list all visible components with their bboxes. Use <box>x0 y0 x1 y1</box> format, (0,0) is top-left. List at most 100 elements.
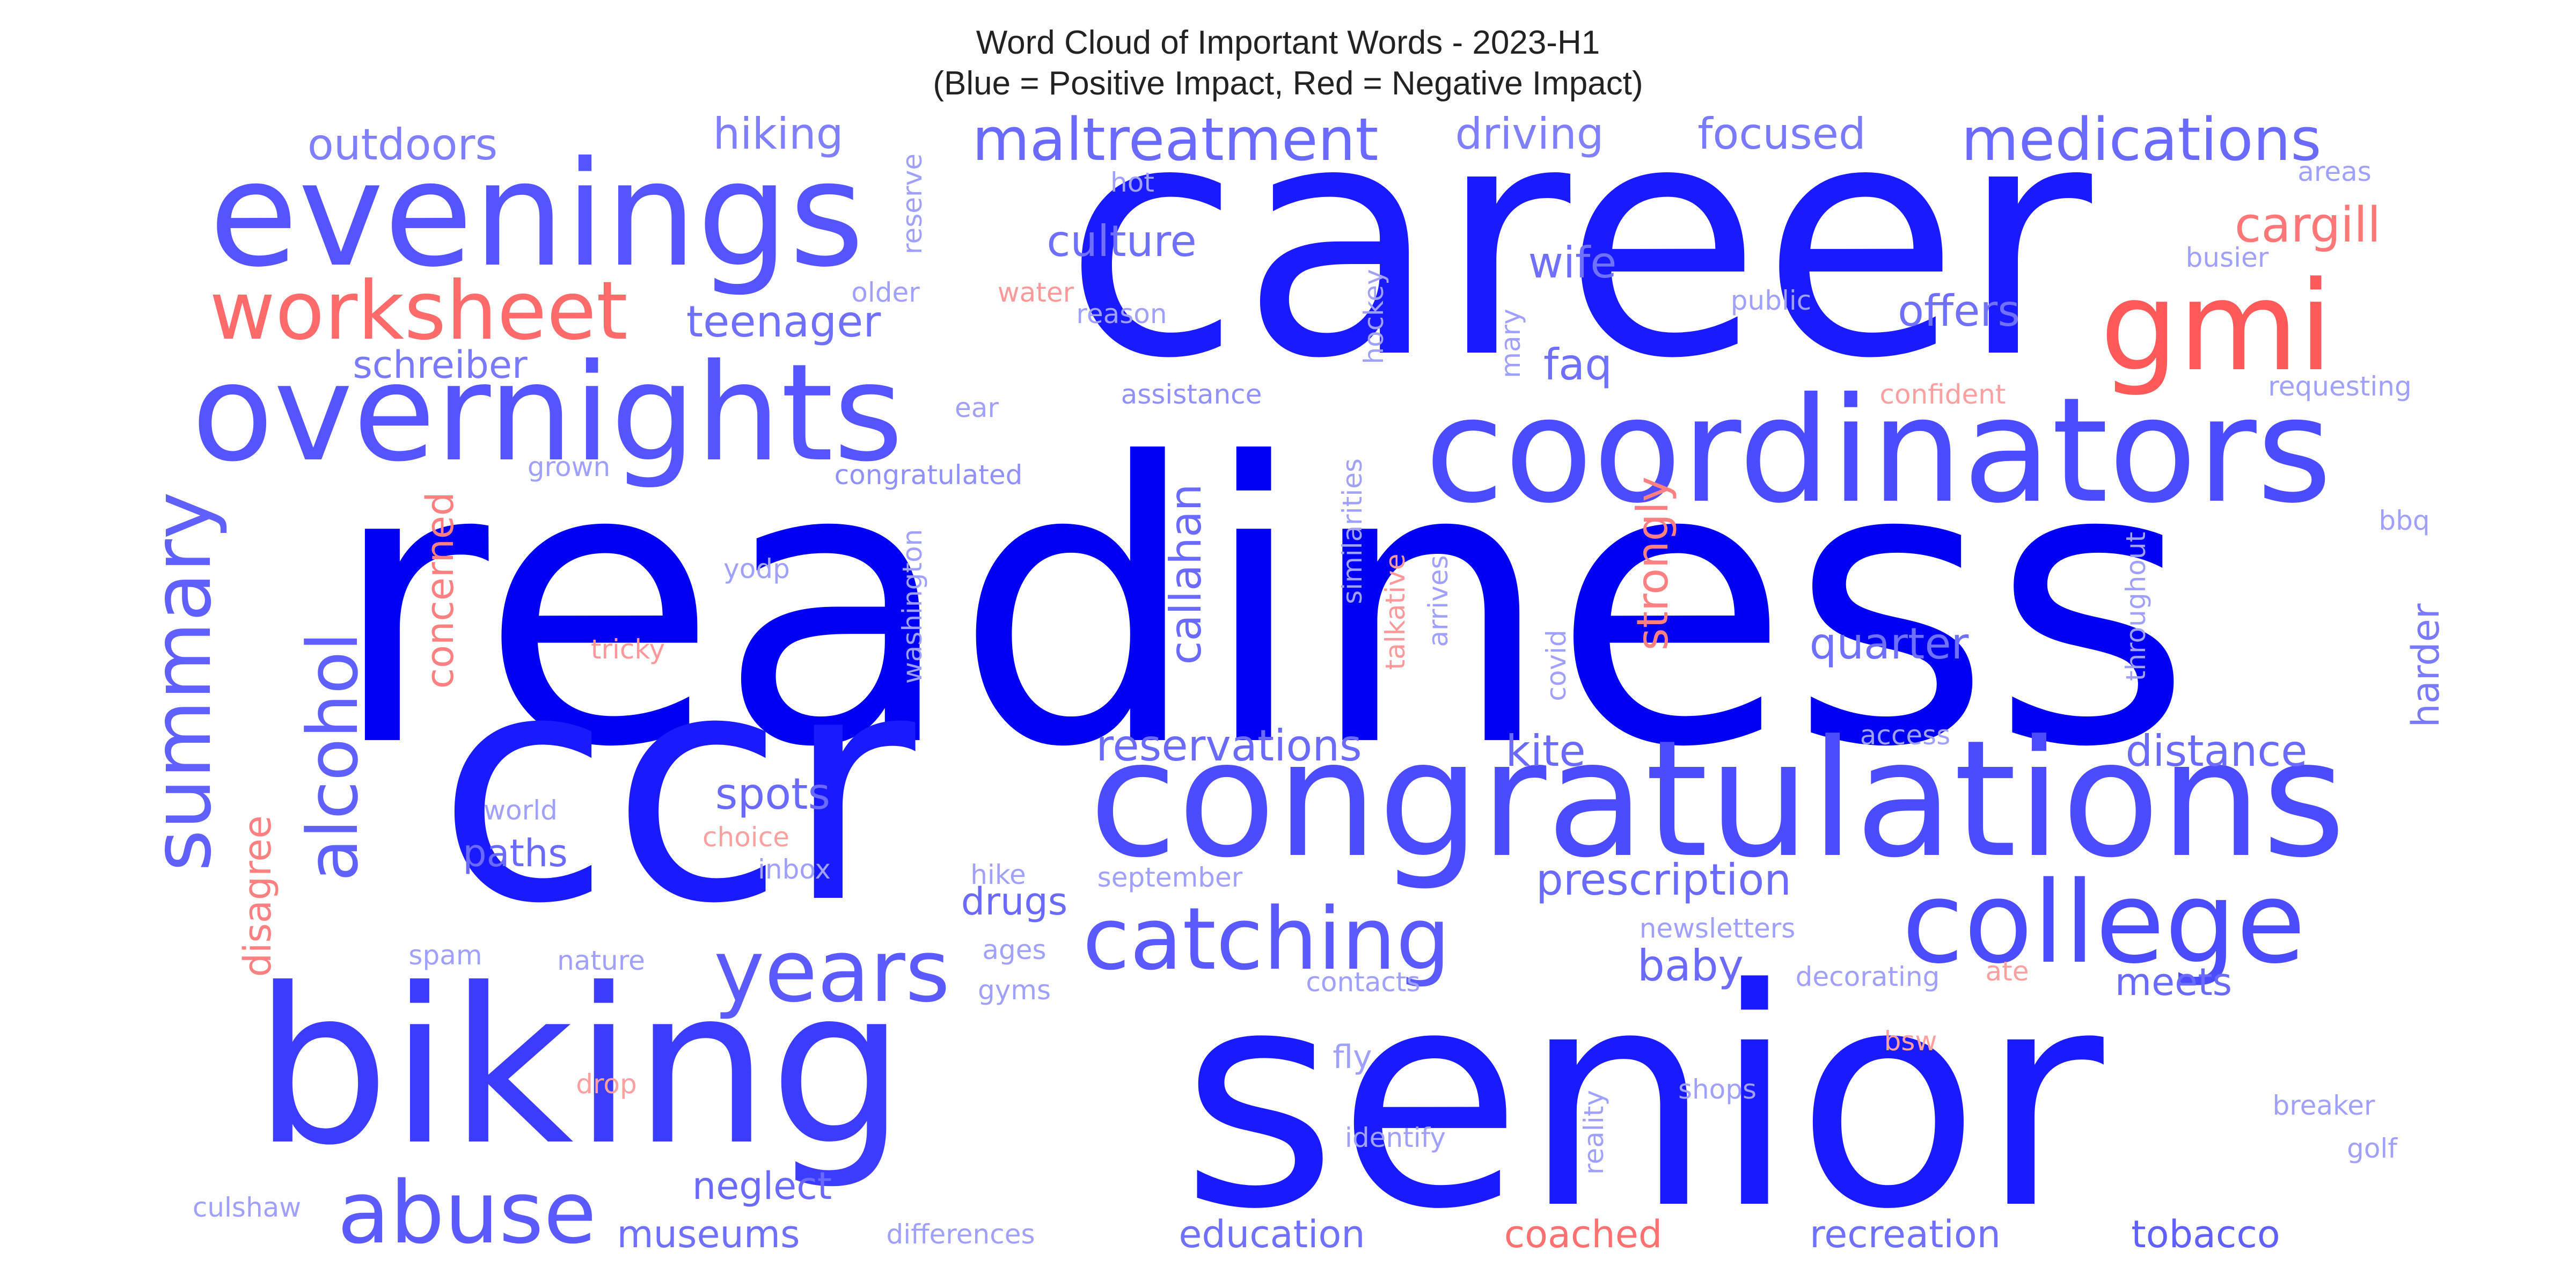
word-drop: drop <box>576 1069 637 1100</box>
word-biking: biking <box>253 943 906 1192</box>
word-distance: distance <box>2125 726 2308 776</box>
word-hot: hot <box>1110 167 1154 198</box>
word-strongly: strongly <box>1628 476 1678 651</box>
word-fly: fly <box>1333 1038 1372 1076</box>
word-summary: summary <box>136 492 229 872</box>
word-throughout: throughout <box>2120 531 2151 682</box>
word-congratulations: congratulations <box>1088 706 2346 893</box>
word-newsletters: newsletters <box>1639 913 1796 944</box>
word-nature: nature <box>557 945 645 976</box>
word-museums: museums <box>617 1212 800 1256</box>
word-breaker: breaker <box>2272 1090 2375 1121</box>
word-prescription: prescription <box>1536 855 1791 905</box>
word-identify: identify <box>1345 1122 1446 1153</box>
word-drugs: drugs <box>961 880 1068 924</box>
word-talkative: talkative <box>1380 553 1411 670</box>
word-recreation: recreation <box>1809 1212 2001 1256</box>
title-line-2: (Blue = Positive Impact, Red = Negative … <box>933 65 1643 102</box>
word-teenager: teenager <box>686 297 881 347</box>
word-september: september <box>1097 862 1243 893</box>
word-confident: confident <box>1879 379 2006 410</box>
word-years: years <box>713 921 950 1021</box>
word-baby: baby <box>1637 941 1744 991</box>
word-tobacco: tobacco <box>2131 1212 2280 1256</box>
word-concerned: concerned <box>418 492 462 689</box>
word-covid: covid <box>1541 630 1572 701</box>
word-paths: paths <box>463 831 568 875</box>
word-ear: ear <box>955 392 999 423</box>
word-readiness: readiness <box>330 382 2193 831</box>
word-gyms: gyms <box>977 975 1051 1006</box>
word-mary: mary <box>1495 309 1526 378</box>
word-abuse: abuse <box>337 1162 597 1263</box>
word-golf: golf <box>2347 1133 2397 1164</box>
word-choice: choice <box>702 822 789 853</box>
word-assistance: assistance <box>1121 379 1262 410</box>
word-decorating: decorating <box>1795 961 1940 992</box>
word-busier: busier <box>2185 242 2269 273</box>
word-reality: reality <box>1578 1090 1609 1175</box>
word-differences: differences <box>886 1219 1035 1250</box>
word-hockey: hockey <box>1358 269 1389 364</box>
word-gmi: gmi <box>2100 255 2333 399</box>
word-public: public <box>1730 285 1812 316</box>
word-inbox: inbox <box>758 854 831 885</box>
word-evenings: evenings <box>209 130 865 299</box>
word-reservations: reservations <box>1096 721 1362 771</box>
word-wife: wife <box>1528 238 1617 288</box>
word-career: career <box>1063 54 2092 429</box>
word-schreiber: schreiber <box>353 343 528 387</box>
word-disagree: disagree <box>236 815 280 977</box>
word-callahan: callahan <box>1161 484 1211 665</box>
word-tricky: tricky <box>590 634 665 665</box>
word-alcohol: alcohol <box>292 632 374 882</box>
word-areas: areas <box>2297 156 2372 187</box>
word-spam: spam <box>408 940 482 971</box>
word-ccr: ccr <box>437 604 916 973</box>
word-medications: medications <box>1961 105 2322 174</box>
word-hiking: hiking <box>713 109 844 159</box>
word-bbq: bbq <box>2379 505 2430 536</box>
word-harder: harder <box>2404 603 2448 728</box>
word-cargill: cargill <box>2234 197 2381 253</box>
chart-title: Word Cloud of Important Words - 2023-H1 … <box>0 23 2576 104</box>
word-quarter: quarter <box>1809 619 1969 669</box>
word-coordinators: coordinators <box>1424 366 2332 535</box>
word-congratulated: congratulated <box>834 459 1023 491</box>
word-worksheet: worksheet <box>209 265 628 358</box>
word-education: education <box>1179 1212 1365 1256</box>
word-reserve: reserve <box>897 153 928 254</box>
word-offers: offers <box>1898 286 2020 336</box>
word-meets: meets <box>2114 960 2233 1004</box>
word-catching: catching <box>1082 889 1451 989</box>
word-world: world <box>484 795 558 826</box>
word-similarities: similarities <box>1337 458 1368 604</box>
word-ages: ages <box>982 934 1046 965</box>
word-access: access <box>1860 720 1951 751</box>
word-faq: faq <box>1543 340 1612 390</box>
word-water: water <box>997 277 1074 308</box>
title-line-1: Word Cloud of Important Words - 2023-H1 <box>976 24 1600 61</box>
word-ate: ate <box>1985 956 2029 987</box>
word-focused: focused <box>1697 109 1866 159</box>
word-grown: grown <box>527 451 611 482</box>
word-driving: driving <box>1455 109 1604 159</box>
word-shops: shops <box>1678 1074 1757 1105</box>
word-coached: coached <box>1504 1212 1663 1256</box>
word-arrives: arrives <box>1423 555 1454 647</box>
word-culture: culture <box>1046 216 1197 266</box>
word-culshaw: culshaw <box>192 1192 302 1223</box>
word-college: college <box>1901 857 2306 989</box>
word-senior: senior <box>1181 925 2104 1275</box>
word-requesting: requesting <box>2268 371 2412 402</box>
word-outdoors: outdoors <box>307 120 498 170</box>
word-washington: washington <box>897 529 928 684</box>
word-hike: hike <box>970 859 1026 890</box>
word-overnights: overnights <box>191 335 904 491</box>
word-contacts: contacts <box>1306 967 1421 998</box>
word-yodp: yodp <box>723 553 790 584</box>
word-bsw: bsw <box>1884 1026 1937 1057</box>
word-maltreatment: maltreatment <box>972 105 1379 174</box>
word-older: older <box>851 277 920 308</box>
word-neglect: neglect <box>692 1164 832 1208</box>
